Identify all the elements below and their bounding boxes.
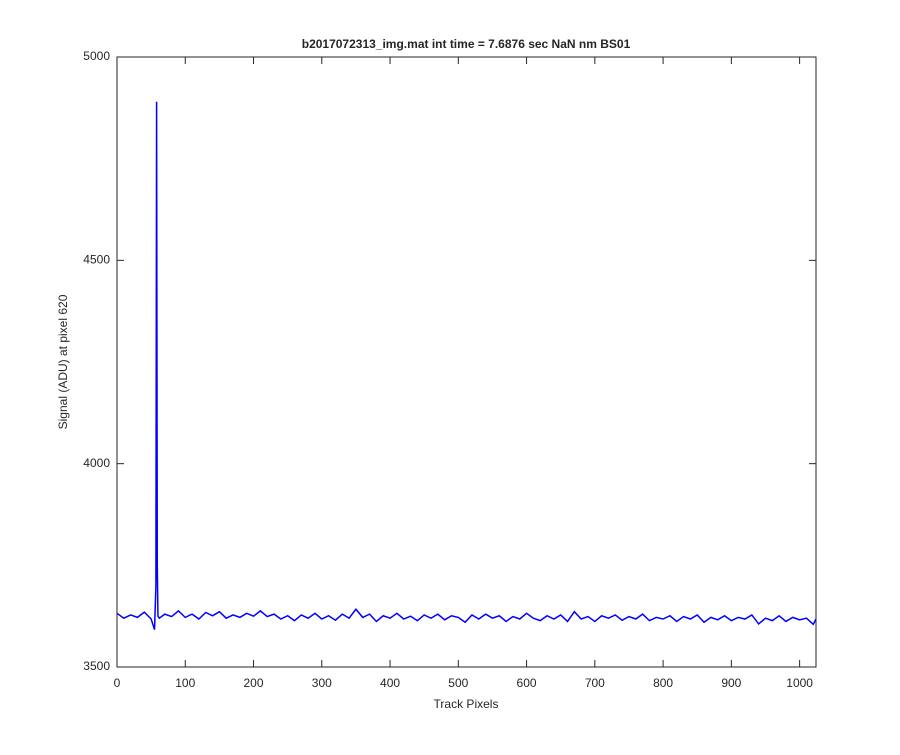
data-line: [116, 101, 817, 630]
chart-title: b2017072313_img.mat int time = 7.6876 se…: [302, 37, 631, 51]
x-tick-label: 400: [380, 676, 400, 690]
x-tick-label: 1000: [786, 676, 813, 690]
x-tick-label: 200: [244, 676, 264, 690]
x-tick-label: 0: [114, 676, 121, 690]
y-axis-label: Signal (ADU) at pixel 620: [56, 294, 70, 429]
x-tick-label: 600: [517, 676, 537, 690]
x-tick-label: 300: [312, 676, 332, 690]
x-tick-label: 700: [585, 676, 605, 690]
x-axis-label: Track Pixels: [434, 697, 499, 711]
x-tick-label: 500: [448, 676, 468, 690]
y-tick-label: 5000: [83, 49, 110, 63]
x-tick-label: 900: [721, 676, 741, 690]
x-tick-label: 800: [653, 676, 673, 690]
y-tick-label: 4000: [83, 456, 110, 470]
y-tick-label: 3500: [83, 659, 110, 673]
plot-frame: [116, 56, 817, 668]
x-tick-label: 100: [175, 676, 195, 690]
y-tick-label: 4500: [83, 253, 110, 267]
